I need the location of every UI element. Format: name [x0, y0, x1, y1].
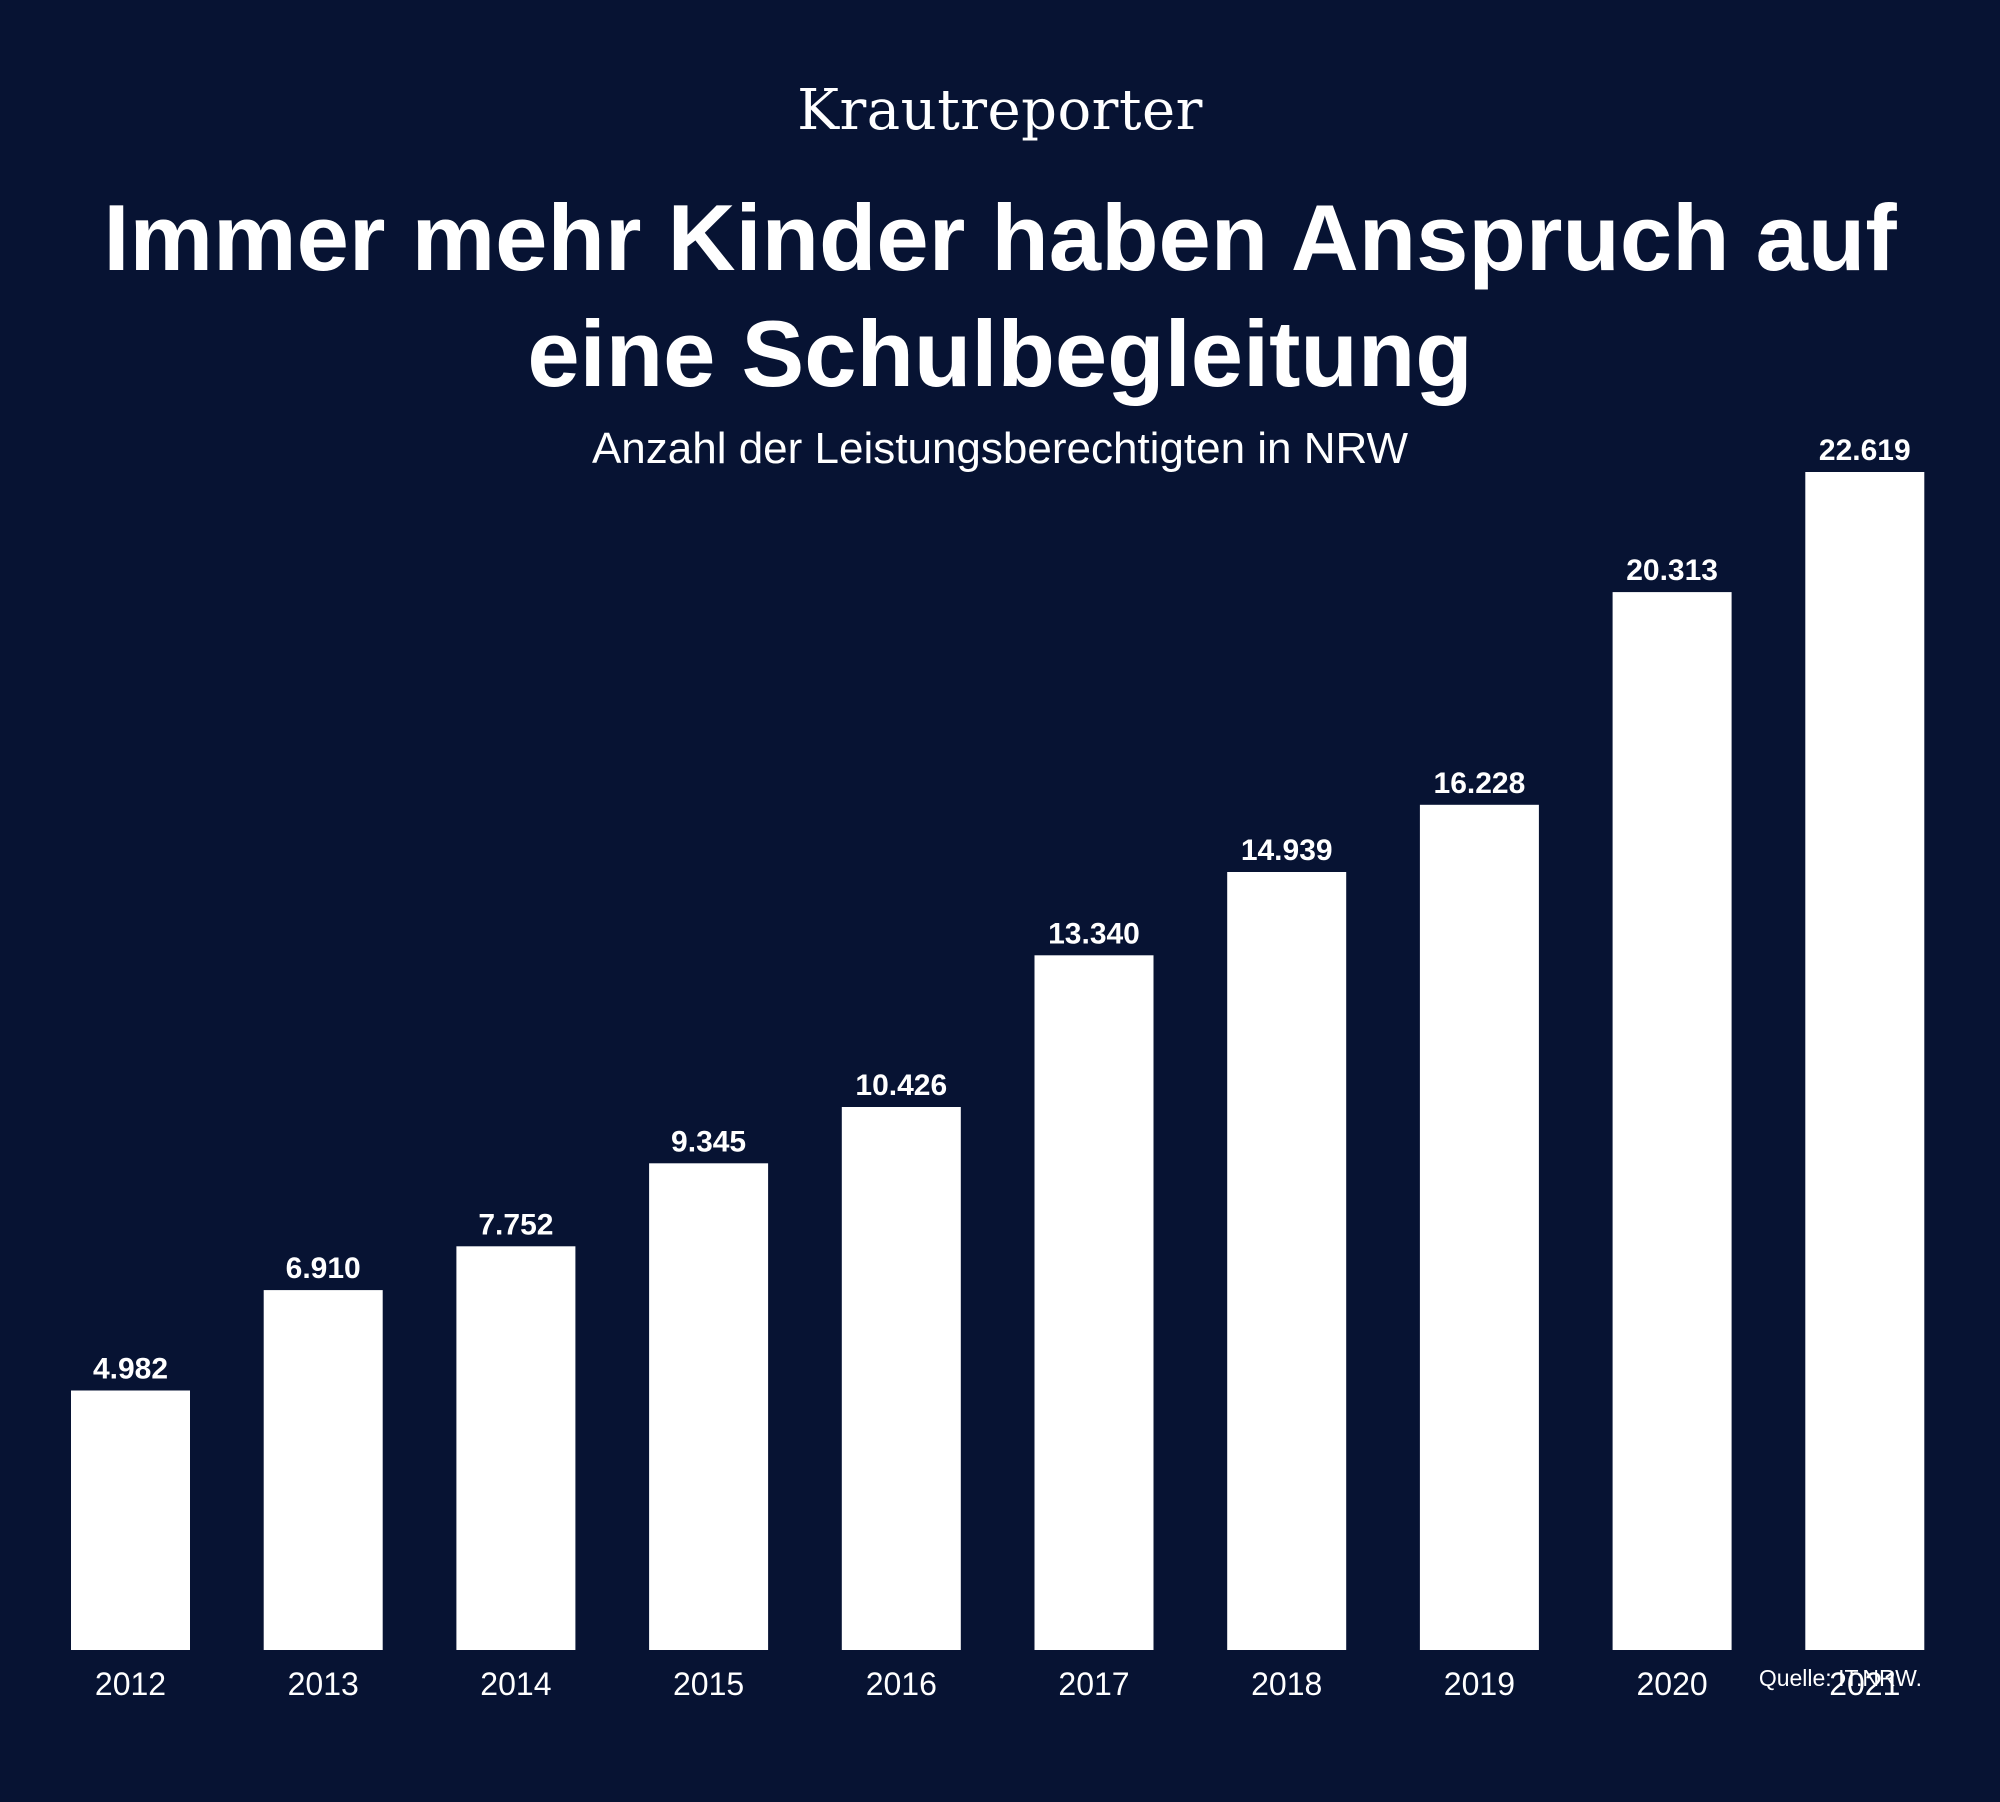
- x-tick-label-2017: 2017: [1058, 1666, 1129, 1702]
- x-tick-label-2014: 2014: [480, 1666, 551, 1702]
- x-tick-label-2016: 2016: [866, 1666, 937, 1702]
- x-tick-label-2012: 2012: [95, 1666, 166, 1702]
- value-label-2019: 16.228: [1434, 767, 1526, 800]
- x-tick-label-2013: 2013: [288, 1666, 359, 1702]
- chart-subtitle: Anzahl der Leistungsberechtigten in NRW: [591, 424, 1409, 473]
- bar-2014: [456, 1246, 576, 1650]
- bar-2012: [71, 1390, 190, 1650]
- value-label-2020: 20.313: [1626, 554, 1718, 587]
- x-tick-label-2020: 2020: [1637, 1666, 1708, 1702]
- bar-2017: [1034, 955, 1154, 1650]
- bar-2018: [1227, 872, 1347, 1650]
- x-tick-label-2015: 2015: [673, 1666, 744, 1702]
- bar-2020: [1612, 592, 1732, 1650]
- x-tick-label-2019: 2019: [1444, 1666, 1515, 1702]
- bar-2013: [263, 1290, 383, 1650]
- source-note: Quelle: IT.NRW.: [1758, 1665, 1922, 1691]
- bar-2015: [649, 1163, 769, 1650]
- chart-title: Immer mehr Kinder haben Anspruch auf ein…: [103, 185, 1897, 406]
- bar-2021: [1805, 472, 1925, 1650]
- brand-logo: Krautreporter: [797, 78, 1203, 143]
- value-label-2018: 14.939: [1241, 834, 1333, 867]
- value-label-2012: 4.982: [93, 1353, 168, 1386]
- value-label-2016: 10.426: [855, 1069, 947, 1102]
- bar-2019: [1419, 804, 1539, 1650]
- value-label-2021: 22.619: [1819, 434, 1911, 467]
- x-tick-label-2021: 2021: [1829, 1666, 1900, 1702]
- x-tick-label-2018: 2018: [1251, 1666, 1322, 1702]
- bar-2016: [841, 1107, 961, 1650]
- value-label-2014: 7.752: [478, 1208, 553, 1241]
- value-label-2017: 13.340: [1048, 917, 1140, 950]
- value-label-2013: 6.910: [286, 1252, 361, 1285]
- value-label-2015: 9.345: [671, 1125, 746, 1158]
